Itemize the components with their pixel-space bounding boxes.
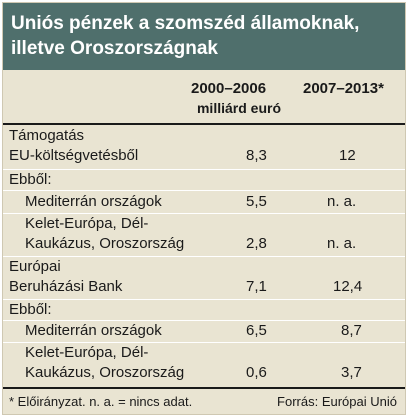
row-label-line: Mediterrán országok [25,322,162,339]
cell-2007-2013: 3,7 [341,364,362,381]
table-row: Kelet-Európa, Dél- Kaukázus, Oroszország… [3,214,405,256]
row-divider [3,342,405,343]
source-credit: Forrás: Európai Unió [277,394,397,409]
cell-2000-2006: 2,8 [246,235,267,252]
table-row: Mediterrán országok 6,5 8,7 [3,321,405,341]
cell-2007-2013: n. a. [327,235,357,252]
cell-2007-2013: 8,7 [341,322,362,339]
table-row: Ebből: [3,170,405,190]
row-label-line: Kaukázus, Oroszország [25,364,185,381]
row-label-line: Kelet-Európa, Dél- [25,215,149,232]
cell-2007-2013: 12 [339,147,356,164]
cell-2000-2006: 8,3 [246,147,267,164]
cell-2007-2013: n. a. [327,193,357,210]
row-label-line: Kelet-Európa, Dél- [25,344,149,361]
column-header-2000-2006: 2000–2006 [191,80,267,97]
table-header: Uniós pénzek a szomszéd államoknak, ille… [3,3,405,70]
title-line-2: illetve Oroszországnak [11,38,218,59]
table-row: Mediterrán országok 5,5 n. a. [3,192,405,212]
table-row: Támogatás EU-költségvetésből 8,3 12 [3,126,405,168]
header-rule [3,123,405,125]
row-label-line: Beruházási Bank [9,278,123,295]
cell-2000-2006: 0,6 [246,364,267,381]
column-header-2007-2013: 2007–2013* [303,80,384,97]
row-label-line: Kaukázus, Oroszország [25,235,185,252]
table-row: Ebből: [3,300,405,320]
row-divider [3,256,405,257]
row-label-line: Európai [9,258,61,275]
cell-2000-2006: 5,5 [246,193,267,210]
row-divider [3,213,405,214]
row-label-line: Támogatás [9,127,85,144]
footnote: * Előirányzat. n. a. = nincs adat. [9,394,193,409]
row-divider [3,299,405,300]
row-divider [3,169,405,170]
cell-2007-2013: 12,4 [333,278,363,295]
row-label-line: Ebből: [9,301,52,318]
row-label-line: Ebből: [9,171,52,188]
title-line-1: Uniós pénzek a szomszéd államoknak, [11,13,360,34]
table-row: Kelet-Európa, Dél- Kaukázus, Oroszország… [3,343,405,385]
row-label-line: Mediterrán országok [25,193,162,210]
row-divider [3,190,405,191]
table-row: Európai Beruházási Bank 7,1 12,4 [3,257,405,299]
table-card: Uniós pénzek a szomszéd államoknak, ille… [2,2,406,415]
row-label-line: EU-költségvetésből [9,147,139,164]
cell-2000-2006: 7,1 [246,278,267,295]
table-footer: * Előirányzat. n. a. = nincs adat. Forrá… [3,387,405,417]
unit-label: milliárd euró [196,100,282,116]
row-divider [3,320,405,321]
cell-2000-2006: 6,5 [246,322,267,339]
